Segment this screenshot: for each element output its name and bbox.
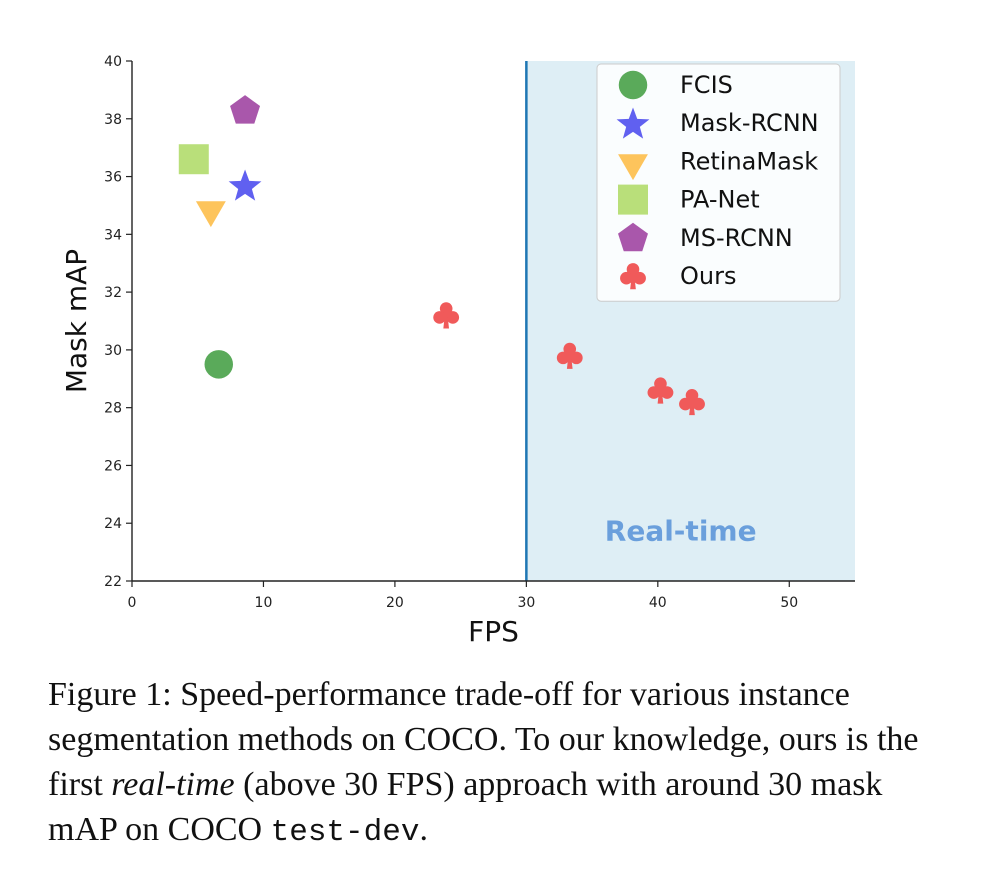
x-tick-label: 20	[386, 595, 404, 611]
point-fcis	[204, 350, 234, 379]
caption-code: test-dev	[270, 815, 420, 850]
legend-marker-fcis	[618, 70, 648, 100]
point-ms-rcnn	[230, 95, 261, 124]
point-pa-net	[178, 144, 209, 175]
y-tick-label: 28	[104, 401, 122, 417]
point-ours	[647, 377, 674, 404]
legend-marker-pa-net	[618, 184, 648, 215]
y-tick-label: 34	[104, 227, 122, 243]
legend-marker-mask-rcnn	[616, 107, 650, 139]
legend-marker-ms-rcnn	[618, 222, 648, 252]
legend-marker-retinamask	[618, 154, 648, 181]
y-tick-label: 22	[104, 574, 122, 590]
point-ours	[679, 388, 705, 416]
axes	[131, 61, 855, 582]
ticks: 0 10 20 30 40 50 22 24 26 28 30 32 34 36 38 40	[104, 54, 798, 611]
caption-text-1: Figure 1: Speed-performance trade-off fo…	[48, 676, 919, 803]
legend-box	[596, 63, 841, 302]
caption-text-3: .	[419, 811, 428, 848]
x-tick-label: 0	[128, 595, 137, 611]
realtime-region-label: Real-time	[605, 515, 757, 548]
y-tick-label: 32	[104, 285, 122, 301]
caption-text-2: (above 30 FPS) approach with around 30 m…	[48, 766, 883, 848]
legend-label-fcis: FCIS	[680, 71, 733, 99]
point-ours	[556, 342, 583, 369]
y-tick-label: 36	[104, 170, 122, 186]
point-ours	[433, 302, 460, 329]
legend-label-pa-net: PA-Net	[680, 186, 760, 214]
legend-label-ms-rcnn: MS-RCNN	[680, 224, 793, 252]
y-tick-label: 30	[104, 343, 122, 359]
legend-label-retinamask: RetinaMask	[680, 147, 818, 175]
legend-label-ours: Ours	[680, 262, 736, 290]
x-tick-label: 30	[517, 595, 535, 611]
figure-caption: Figure 1: Speed-performance trade-off fo…	[48, 672, 938, 855]
y-tick-label: 26	[104, 458, 122, 474]
y-tick-label: 40	[104, 54, 122, 70]
x-tick-label: 40	[649, 595, 667, 611]
y-tick-label: 38	[104, 112, 122, 128]
point-mask-rcnn	[228, 169, 262, 201]
y-tick-label: 24	[104, 516, 122, 532]
caption-italic: real-time	[111, 766, 235, 803]
y-axis-title: Mask mAP	[60, 249, 93, 393]
x-tick-label: 10	[255, 595, 273, 611]
data-points	[178, 95, 705, 416]
legend-marker-ours	[620, 263, 646, 290]
legend-label-mask-rcnn: Mask-RCNN	[680, 109, 819, 137]
x-axis-title: FPS	[468, 615, 519, 648]
legend: FCIS Mask-RCNN RetinaMask PA-Net MS-RCNN Ours	[596, 63, 841, 302]
x-tick-label: 50	[780, 595, 798, 611]
scatter-chart: 0 10 20 30 40 50 22 24 26 28 30 32 34 36 38 40 Real-tim…	[60, 54, 855, 648]
point-retinamask	[195, 201, 226, 228]
